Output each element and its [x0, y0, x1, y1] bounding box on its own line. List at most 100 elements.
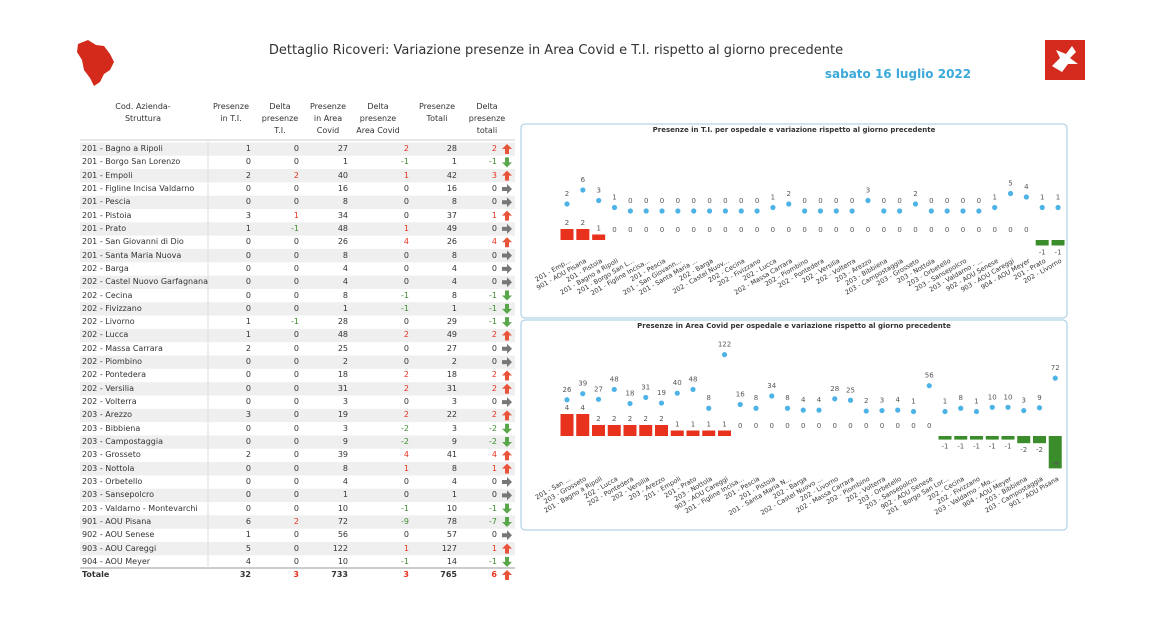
- value-cell: 5: [245, 543, 251, 553]
- delta-cell: 0: [293, 463, 299, 473]
- value-cell: 4: [245, 556, 251, 566]
- bar-label: -1: [957, 443, 964, 451]
- bar-label: 0: [913, 226, 917, 234]
- trend-arrow: [502, 516, 512, 527]
- trend-arrow: [502, 263, 512, 274]
- dot-label: 2: [565, 190, 569, 198]
- delta-cell: 1: [403, 170, 409, 180]
- value-cell: 0: [245, 503, 251, 513]
- value-cell: 39: [337, 450, 348, 460]
- value-cell: 27: [446, 343, 457, 353]
- delta-cell: 0: [293, 277, 299, 287]
- trend-arrow: [502, 223, 512, 234]
- row-label: 203 - Campostaggia: [82, 437, 163, 447]
- row-shade: [80, 222, 515, 236]
- value-cell: 4: [342, 263, 348, 273]
- row-label: 902 - AOU Senese: [82, 530, 155, 540]
- dot-label: 0: [834, 197, 838, 205]
- dot-label: 1: [1056, 194, 1060, 202]
- dot-label: 0: [644, 197, 648, 205]
- column-header: Delta presenze T.I.: [261, 102, 299, 135]
- delta-cell: 0: [293, 490, 299, 500]
- trend-arrow: [502, 503, 512, 514]
- chart-panel: [520, 123, 1068, 319]
- delta-cell: -7: [489, 516, 497, 526]
- delta-cell: -1: [401, 290, 409, 300]
- presence-dot: [770, 204, 776, 211]
- delta-cell: 2: [293, 170, 299, 180]
- row-shade: [80, 195, 515, 209]
- presence-dot: [564, 201, 570, 207]
- presence-dot: [564, 397, 570, 403]
- dot-label: 0: [977, 197, 981, 205]
- bar-label: 2: [659, 415, 663, 423]
- row-label: 901 - AOU Pisana: [82, 516, 152, 526]
- dot-label: 8: [959, 394, 963, 402]
- delta-cell: 0: [293, 530, 299, 540]
- dot-label: 40: [673, 379, 682, 387]
- delta-cell: 1: [491, 210, 497, 220]
- bar-label: 1: [707, 421, 711, 429]
- dot-label: 56: [925, 372, 934, 380]
- value-cell: 1: [245, 223, 251, 233]
- value-cell: 0: [245, 197, 251, 207]
- delta-cell: 0: [403, 277, 409, 287]
- bar-label: 0: [707, 226, 711, 234]
- value-cell: 0: [245, 397, 251, 407]
- value-cell: 1: [451, 490, 457, 500]
- delta-bar: [592, 234, 606, 240]
- value-cell: 27: [337, 144, 348, 153]
- presence-dot: [992, 204, 998, 211]
- delta-cell: 0: [293, 410, 299, 420]
- value-cell: 57: [446, 530, 457, 540]
- dot-label: 0: [755, 197, 759, 205]
- delta-cell: 0: [403, 317, 409, 327]
- presence-dot: [659, 208, 665, 214]
- row-label: 202 - Versilia: [82, 383, 135, 393]
- delta-cell: -1: [489, 290, 497, 300]
- dot-label: 6: [581, 176, 586, 184]
- dot-label: 27: [594, 385, 603, 393]
- row-label: 203 - Sansepolcro: [82, 490, 154, 500]
- value-cell: 41: [446, 450, 457, 460]
- row-shade: [80, 488, 515, 503]
- bar-label: 2: [612, 415, 616, 423]
- dot-label: 0: [882, 197, 886, 205]
- presence-dot: [691, 208, 697, 214]
- row-label: 201 - Prato: [82, 223, 127, 233]
- value-cell: 40: [337, 170, 348, 180]
- bar-label: 0: [817, 422, 821, 430]
- value-cell: 14: [446, 556, 457, 566]
- bar-label: -1: [1039, 249, 1046, 257]
- delta-cell: 0: [293, 157, 299, 167]
- delta-cell: 1: [293, 210, 299, 220]
- bar-label: -2: [1036, 446, 1043, 454]
- dot-label: 0: [707, 197, 711, 205]
- dot-label: 1: [974, 398, 978, 406]
- row-shade: [80, 408, 515, 423]
- trend-arrow: [502, 463, 512, 474]
- presence-dot: [928, 208, 934, 214]
- presence-dot: [738, 208, 744, 214]
- value-cell: 8: [451, 463, 457, 473]
- delta-cell: 4: [491, 237, 497, 247]
- column-header: Delta presenze Area Covid: [356, 102, 400, 135]
- bar-label: 0: [755, 226, 759, 234]
- trend-arrow: [502, 570, 512, 580]
- value-cell: 31: [337, 383, 348, 393]
- delta-cell: 2: [491, 144, 497, 153]
- dot-label: 0: [929, 197, 933, 205]
- presence-dot: [817, 208, 824, 214]
- value-cell: 3: [245, 210, 251, 220]
- bar-label: 0: [897, 226, 901, 234]
- value-cell: 1: [245, 330, 251, 340]
- delta-cell: -1: [489, 556, 497, 566]
- bar-label: 1: [722, 421, 726, 429]
- value-cell: 0: [245, 437, 251, 447]
- presence-dot: [611, 204, 618, 211]
- delta-cell: -1: [401, 157, 409, 167]
- value-cell: 42: [446, 170, 457, 180]
- presence-dot: [627, 400, 633, 407]
